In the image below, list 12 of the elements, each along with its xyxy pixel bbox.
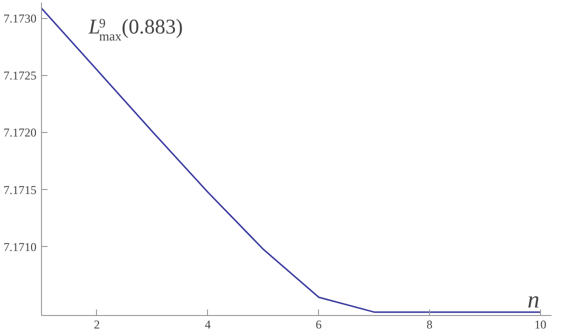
line-series [42,7,542,313]
x-tick-label: 10 [534,318,546,331]
x-tick-label: 4 [204,318,211,331]
y-tick-label: 7.1725 [4,68,36,83]
x-axis-title: n [528,288,540,314]
x-tick-label: 6 [316,318,322,331]
y-tick-label: 7.1730 [4,11,36,26]
y-tick-label: 7.1715 [4,182,36,197]
y-tick-label: 7.1720 [4,126,36,140]
y-tick-label: 7.1710 [4,240,36,254]
x-tick-label: 8 [426,318,433,331]
x-tick-label: 2 [94,318,100,331]
